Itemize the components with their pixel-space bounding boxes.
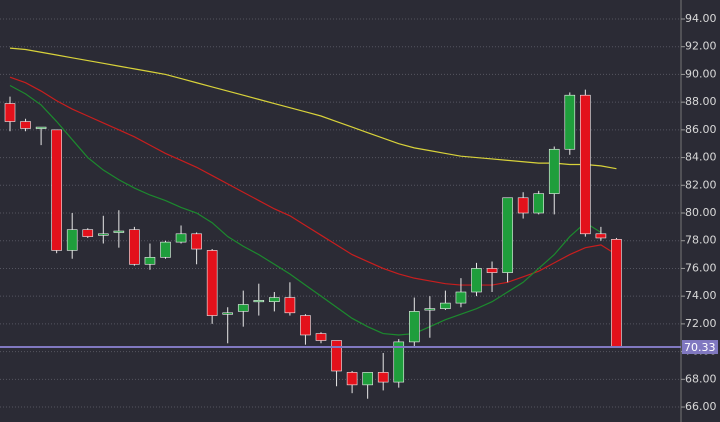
candle-body [486,268,498,273]
candle-body [129,229,140,265]
moving-average-line [9,47,617,170]
candle-body [20,121,31,129]
y-tick-label: 88.00 [685,95,717,108]
candle-body [331,340,342,372]
candle-body [408,311,420,343]
candle-body [533,193,545,214]
y-tick-label: 72.00 [685,317,717,330]
candle-body [346,372,358,386]
candle-body [237,304,249,312]
candle-body [362,372,373,386]
candle-body [113,230,125,233]
candle-body [611,239,622,348]
y-tick-label: 68.00 [685,372,717,385]
y-tick-label: 82.00 [685,178,717,191]
candle-body [160,241,171,258]
candle-body [206,250,218,316]
candle-body [580,94,591,235]
candle-body [564,94,576,150]
candle-body [315,333,327,341]
candle-body [191,233,202,250]
candle-body [35,126,47,129]
candle-body [548,148,560,194]
y-tick-label: 94.00 [685,12,717,25]
y-tick-label: 90.00 [685,67,717,80]
candle-body [98,233,109,236]
candle-body [502,197,513,273]
candle-body [424,308,436,311]
candle-body [253,300,265,303]
candle-body [393,341,405,383]
candle-body [377,372,389,383]
y-tick-label: 76.00 [685,261,717,274]
candle-body [82,229,94,237]
moving-average-line [9,84,602,336]
candle-body [440,302,451,309]
candle-body [517,197,529,214]
moving-average-line [9,76,617,286]
y-tick-label: 84.00 [685,151,717,164]
candle-body [144,257,156,265]
candle-body [175,233,187,243]
current-price-label: 70.33 [684,341,716,354]
candle-body [269,297,280,303]
candle-body [4,103,16,122]
candle-body [471,268,482,293]
y-tick-label: 92.00 [685,40,717,53]
y-tick-label: 66.00 [685,400,717,413]
y-tick-label: 78.00 [685,234,717,247]
y-tick-label: 80.00 [685,206,717,219]
candle-body [284,297,296,314]
candle-body [222,312,233,315]
candle-body [51,129,62,251]
candle-body [595,233,607,239]
y-tick-label: 74.00 [685,289,717,302]
candle-body [66,229,78,251]
candle-body [455,291,467,304]
y-tick-label: 86.00 [685,123,717,136]
current-price-box [682,340,718,355]
candle-body [300,315,311,336]
